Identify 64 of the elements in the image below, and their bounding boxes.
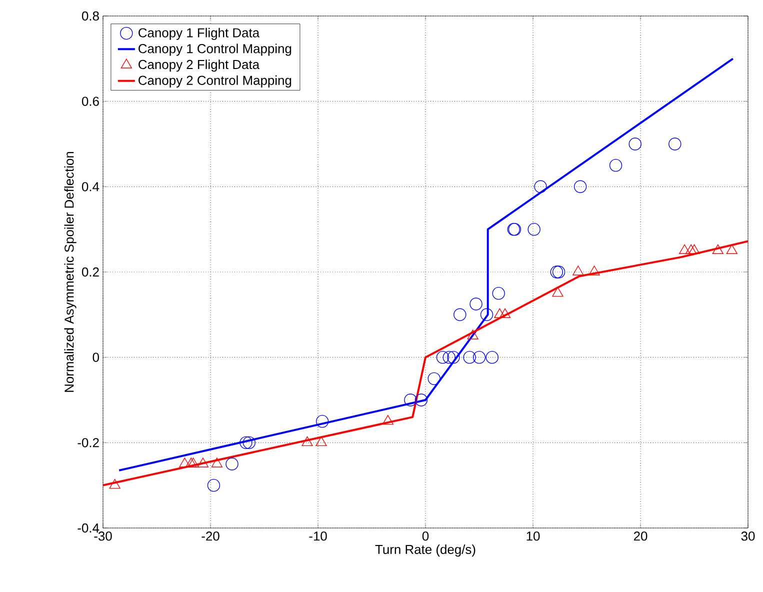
point <box>685 244 697 254</box>
point <box>197 458 209 468</box>
point <box>588 266 600 276</box>
legend-label: Canopy 2 Flight Data <box>138 60 260 72</box>
legend-label: Canopy 1 Control Mapping <box>138 44 292 56</box>
point <box>688 244 700 254</box>
y-tick-label: 0 <box>92 352 99 362</box>
x-tick-label: -30 <box>94 532 112 541</box>
point <box>500 308 511 318</box>
point <box>211 458 222 468</box>
point <box>226 458 238 470</box>
y-tick-label: -0.2 <box>78 438 99 448</box>
x-tick-label: 20 <box>634 532 648 541</box>
line-series <box>118 58 734 472</box>
legend-label: Canopy 1 Flight Data <box>138 28 260 40</box>
y-tick-label: -0.4 <box>78 523 100 533</box>
point <box>492 286 505 300</box>
point <box>442 350 456 364</box>
x-tick-label: 30 <box>741 532 755 541</box>
x-tick-label: -20 <box>202 532 220 541</box>
point <box>679 244 690 254</box>
point <box>404 394 417 406</box>
y-tick-label: 0.6 <box>82 96 99 106</box>
point <box>109 478 120 489</box>
point <box>428 372 440 386</box>
point <box>572 266 584 276</box>
point <box>179 458 190 468</box>
point <box>316 414 329 428</box>
x-tick-label: 10 <box>526 532 540 541</box>
point <box>302 436 313 446</box>
point <box>668 138 682 150</box>
point <box>436 350 450 364</box>
point <box>494 308 506 318</box>
point <box>486 350 498 364</box>
point <box>574 180 587 194</box>
y-tick-label: 0.4 <box>82 182 100 192</box>
x-axis-title: Turn Rate (deg/s) <box>375 544 476 557</box>
point <box>207 478 220 492</box>
point <box>382 414 394 425</box>
point <box>480 308 494 322</box>
y-axis-title: Normalized Asymmetric Spoiler Deflection <box>64 152 76 392</box>
point <box>316 436 327 446</box>
point <box>470 298 482 310</box>
x-tick-label: -10 <box>309 532 327 541</box>
y-tick-label: 0.8 <box>82 11 99 21</box>
point <box>463 350 476 364</box>
point <box>240 436 252 450</box>
point <box>609 158 622 172</box>
legend-label: Canopy 2 Control Mapping <box>138 75 292 88</box>
point <box>534 180 547 194</box>
point <box>472 350 486 364</box>
line-series <box>103 240 748 486</box>
point <box>552 286 564 297</box>
point <box>242 436 256 450</box>
point <box>454 308 466 322</box>
point <box>414 394 428 406</box>
point <box>447 350 460 364</box>
point <box>467 330 478 340</box>
point <box>528 222 540 236</box>
point <box>726 244 738 254</box>
point <box>712 244 724 254</box>
point <box>628 138 642 150</box>
x-tick-label: 0 <box>422 532 429 541</box>
y-tick-label: 0.2 <box>82 267 99 277</box>
